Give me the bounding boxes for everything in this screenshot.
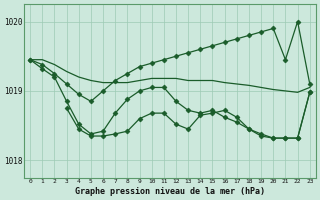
- X-axis label: Graphe pression niveau de la mer (hPa): Graphe pression niveau de la mer (hPa): [75, 187, 265, 196]
